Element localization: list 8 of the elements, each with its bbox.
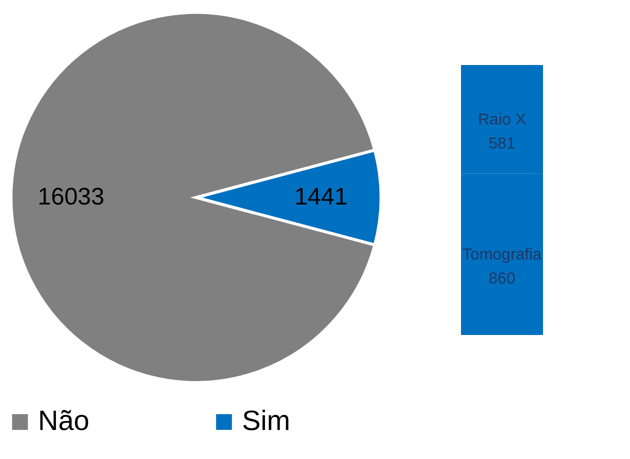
legend-label: Não	[38, 405, 90, 436]
data-label: 16033	[38, 184, 104, 210]
series-label: Tomografia	[462, 246, 542, 264]
data-label: 1441	[294, 184, 348, 210]
legend-label: Sim	[242, 405, 290, 436]
series-label: Raio X	[478, 111, 526, 128]
data-label: 581	[488, 135, 516, 152]
data-label: 860	[488, 270, 516, 288]
